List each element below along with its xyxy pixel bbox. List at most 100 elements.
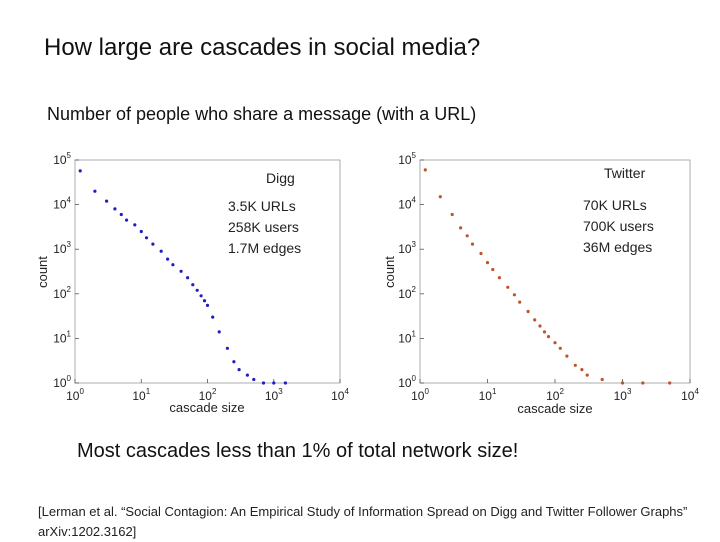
twitter-data-point bbox=[423, 168, 427, 172]
twitter-data-point bbox=[542, 330, 547, 334]
digg-data-point bbox=[237, 368, 241, 372]
twitter-data-point bbox=[459, 226, 463, 230]
digg-y-tick-label: 104 bbox=[53, 196, 71, 212]
twitter-data-point bbox=[546, 335, 551, 339]
slide-subtitle: Number of people who share a message (wi… bbox=[47, 104, 477, 124]
digg-data-point bbox=[119, 212, 123, 217]
twitter-y-tick-label: 103 bbox=[398, 240, 416, 256]
digg-data-point bbox=[283, 381, 287, 385]
digg-data-point bbox=[166, 257, 170, 261]
digg-data-point bbox=[179, 269, 183, 273]
digg-chart-title: Digg bbox=[266, 170, 295, 186]
twitter-data-point bbox=[620, 381, 625, 385]
twitter-data-point bbox=[580, 368, 584, 372]
twitter-x-tick-label: 102 bbox=[546, 387, 564, 403]
digg-data-point bbox=[211, 315, 215, 319]
digg-data-point bbox=[232, 360, 236, 364]
twitter-x-tick-label: 104 bbox=[681, 387, 699, 403]
digg-data-point bbox=[205, 303, 210, 307]
digg-data-point bbox=[225, 346, 229, 350]
digg-data-point bbox=[272, 381, 276, 385]
digg-data-point bbox=[105, 199, 109, 203]
twitter-y-tick-label: 105 bbox=[398, 151, 416, 167]
twitter-x-tick-label: 100 bbox=[411, 387, 429, 403]
twitter-data-point bbox=[533, 318, 537, 322]
digg-data-point bbox=[151, 242, 155, 246]
twitter-y-tick-label: 100 bbox=[398, 374, 416, 390]
twitter-y-axis-label: count bbox=[382, 256, 397, 288]
digg-y-tick-label: 105 bbox=[53, 151, 71, 167]
digg-x-tick-label: 104 bbox=[331, 387, 349, 403]
twitter-data-point bbox=[479, 251, 483, 256]
twitter-data-point bbox=[470, 242, 475, 246]
twitter-data-point bbox=[558, 346, 562, 350]
digg-data-point bbox=[78, 169, 82, 173]
digg-data-point bbox=[195, 288, 199, 292]
digg-data-point bbox=[217, 330, 221, 334]
twitter-plot-frame bbox=[419, 159, 691, 384]
digg-chart: 100 101 102 103 104 100 101 102 103 104 105 cascade… bbox=[35, 151, 349, 415]
twitter-data-point bbox=[526, 309, 530, 314]
digg-data-point bbox=[93, 189, 97, 193]
twitter-data-point bbox=[585, 373, 589, 377]
twitter-data-point bbox=[465, 234, 469, 238]
twitter-data-point bbox=[668, 381, 672, 385]
digg-stat-edges: 1.7M edges bbox=[228, 240, 302, 256]
twitter-data-point bbox=[450, 212, 454, 217]
twitter-stats: 70K URLs 700K users 36M edges bbox=[583, 195, 654, 258]
twitter-y-tick-label: 102 bbox=[398, 285, 416, 301]
digg-data-point bbox=[133, 223, 137, 227]
digg-data-point bbox=[245, 373, 249, 377]
digg-data-point bbox=[199, 294, 203, 298]
digg-data-point bbox=[139, 229, 143, 234]
twitter-data-point bbox=[491, 267, 495, 272]
twitter-data-point bbox=[565, 354, 569, 358]
digg-y-tick-label: 103 bbox=[53, 240, 71, 256]
twitter-data-point bbox=[600, 377, 604, 382]
digg-x-tick-label: 103 bbox=[265, 387, 283, 403]
twitter-data-point bbox=[553, 341, 557, 345]
digg-y-tick-label: 102 bbox=[53, 285, 71, 301]
twitter-y-tick-label: 104 bbox=[398, 196, 416, 212]
twitter-data-point bbox=[506, 285, 510, 289]
digg-x-tick-label: 101 bbox=[132, 387, 150, 403]
digg-y-tick-label: 101 bbox=[53, 329, 71, 345]
twitter-data-point bbox=[538, 324, 542, 328]
digg-y-axis-label: count bbox=[35, 256, 50, 288]
twitter-data-point bbox=[438, 195, 442, 199]
conclusion-text: Most cascades less than 1% of total netw… bbox=[77, 440, 519, 462]
twitter-chart: 100 101 102 103 104 100 101 102 103 104 105 cascade… bbox=[382, 151, 699, 416]
digg-stat-urls: 3.5K URLs bbox=[228, 198, 296, 214]
twitter-data-point bbox=[497, 276, 501, 280]
digg-data-point bbox=[252, 377, 256, 382]
digg-data-point bbox=[113, 207, 117, 211]
twitter-data-point bbox=[518, 300, 522, 304]
twitter-x-axis-label: cascade size bbox=[517, 401, 592, 416]
twitter-stat-urls: 70K URLs bbox=[583, 197, 647, 213]
digg-stats: 3.5K URLs 258K users 1.7M edges bbox=[228, 196, 301, 259]
twitter-stat-users: 700K users bbox=[583, 218, 654, 234]
digg-x-tick-label: 100 bbox=[66, 387, 84, 403]
twitter-data-point bbox=[485, 261, 490, 265]
twitter-chart-title: Twitter bbox=[604, 165, 646, 181]
digg-data-point bbox=[144, 236, 149, 240]
digg-data-point bbox=[125, 218, 129, 222]
twitter-y-tick-label: 101 bbox=[398, 329, 416, 345]
digg-data-point bbox=[159, 249, 163, 253]
digg-data-point bbox=[261, 381, 266, 385]
slide-title: How large are cascades in social media? bbox=[44, 34, 481, 61]
digg-y-tick-label: 100 bbox=[53, 374, 71, 390]
twitter-stat-edges: 36M edges bbox=[583, 239, 653, 255]
twitter-data-point bbox=[573, 363, 577, 367]
digg-stat-users: 258K users bbox=[228, 219, 299, 235]
twitter-x-tick-label: 101 bbox=[479, 387, 497, 403]
digg-x-axis-label: cascade size bbox=[169, 400, 244, 415]
digg-plot-frame bbox=[74, 159, 341, 384]
citation-text: [Lerman et al. “Social Contagion: An Emp… bbox=[38, 504, 688, 539]
digg-data-point bbox=[171, 263, 175, 267]
digg-data-point bbox=[186, 276, 190, 280]
digg-data-point bbox=[202, 299, 207, 303]
digg-x-tick-label: 102 bbox=[199, 387, 217, 403]
twitter-x-tick-label: 103 bbox=[614, 387, 632, 403]
